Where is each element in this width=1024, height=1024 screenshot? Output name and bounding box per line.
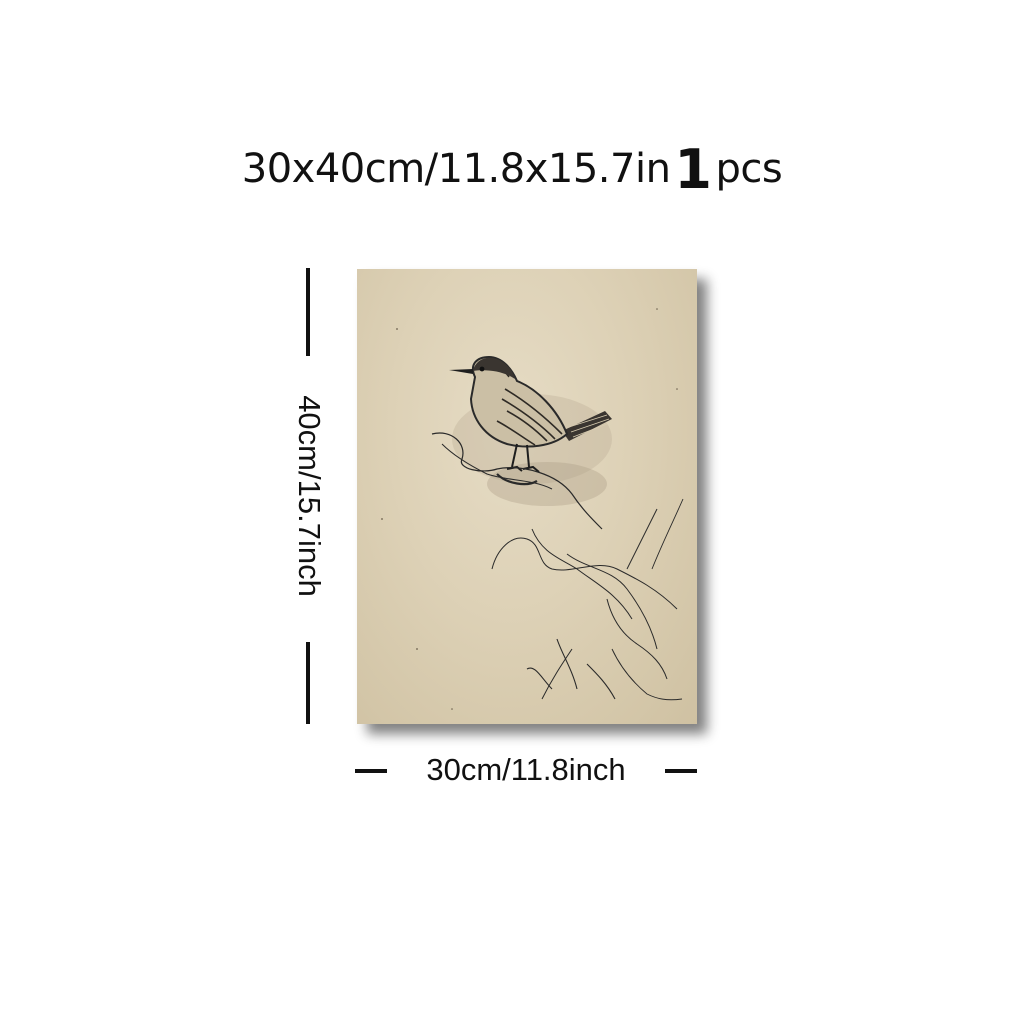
wren-sketch-illustration <box>381 308 684 710</box>
width-line-right <box>665 769 697 773</box>
size-title: 30x40cm/11.8x15.7in1 pcs <box>0 138 1024 201</box>
quantity-number: 1 <box>674 138 712 201</box>
height-line-top <box>306 268 310 356</box>
size-text: 30x40cm/11.8x15.7in <box>241 146 671 192</box>
width-line-left <box>355 769 387 773</box>
width-label: 30cm/11.8inch <box>426 752 626 787</box>
height-dimension: 40cm/15.7inch <box>286 268 332 724</box>
artwork <box>357 269 697 724</box>
height-label: 40cm/15.7inch <box>292 395 327 597</box>
quantity-unit: pcs <box>715 146 783 192</box>
width-dimension: 30cm/11.8inch <box>355 752 697 792</box>
canvas-print <box>357 269 707 734</box>
height-line-bottom <box>306 642 310 724</box>
